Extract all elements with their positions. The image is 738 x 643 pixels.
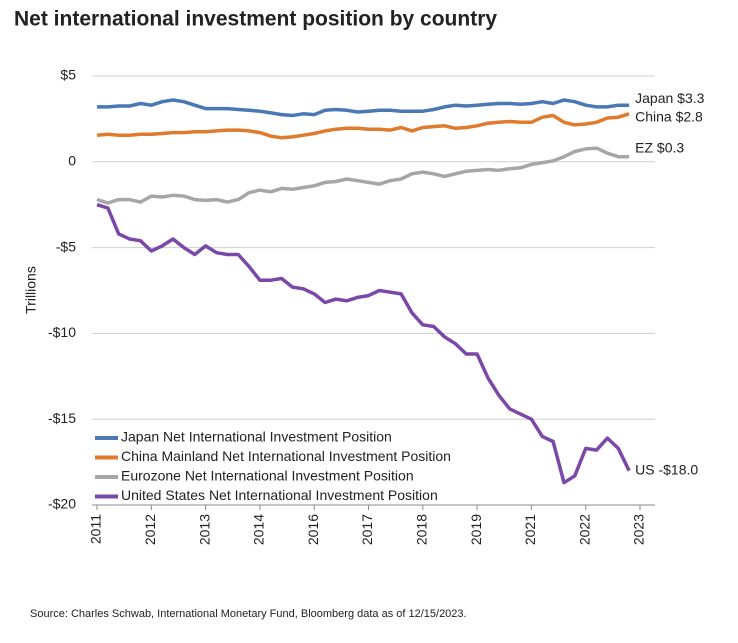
y-tick-label: 0 bbox=[68, 153, 76, 169]
y-tick-label: -$10 bbox=[48, 324, 76, 340]
legend-label: Japan Net International Investment Posit… bbox=[121, 429, 392, 445]
y-tick-label: $5 bbox=[60, 67, 76, 83]
series-line bbox=[96, 112, 630, 140]
end-label: Japan $3.3 bbox=[635, 90, 704, 106]
x-tick-label: 2016 bbox=[305, 514, 321, 545]
x-tick-label: 2019 bbox=[468, 514, 484, 545]
y-tick-label: -$20 bbox=[48, 496, 76, 512]
x-tick-label: 2021 bbox=[522, 514, 538, 545]
series-line bbox=[96, 146, 630, 205]
x-tick-label: 2018 bbox=[414, 514, 430, 545]
x-tick-label: 2017 bbox=[359, 514, 375, 545]
x-tick-label: 2011 bbox=[88, 514, 104, 544]
chart-title: Net international investment position by… bbox=[14, 8, 497, 31]
x-tick-label: 2022 bbox=[576, 514, 592, 545]
x-tick-label: 2012 bbox=[142, 514, 158, 545]
x-tick-label: 2013 bbox=[196, 514, 212, 545]
end-label: US -$18.0 bbox=[635, 461, 698, 477]
end-label: China $2.8 bbox=[635, 108, 703, 124]
x-tick-label: 2023 bbox=[631, 514, 647, 545]
x-tick-label: 2014 bbox=[251, 514, 267, 545]
source-note: Source: Charles Schwab, International Mo… bbox=[30, 608, 467, 620]
legend-label: Eurozone Net International Investment Po… bbox=[121, 468, 414, 484]
legend-label: United States Net International Investme… bbox=[121, 487, 438, 503]
series-line bbox=[97, 98, 630, 118]
y-tick-label: -$5 bbox=[56, 238, 76, 254]
end-label: EZ $0.3 bbox=[635, 139, 684, 155]
y-tick-label: -$15 bbox=[48, 410, 76, 426]
y-axis-label: Trillions bbox=[23, 266, 39, 314]
series-line bbox=[96, 203, 631, 485]
legend-label: China Mainland Net International Investm… bbox=[121, 448, 451, 464]
